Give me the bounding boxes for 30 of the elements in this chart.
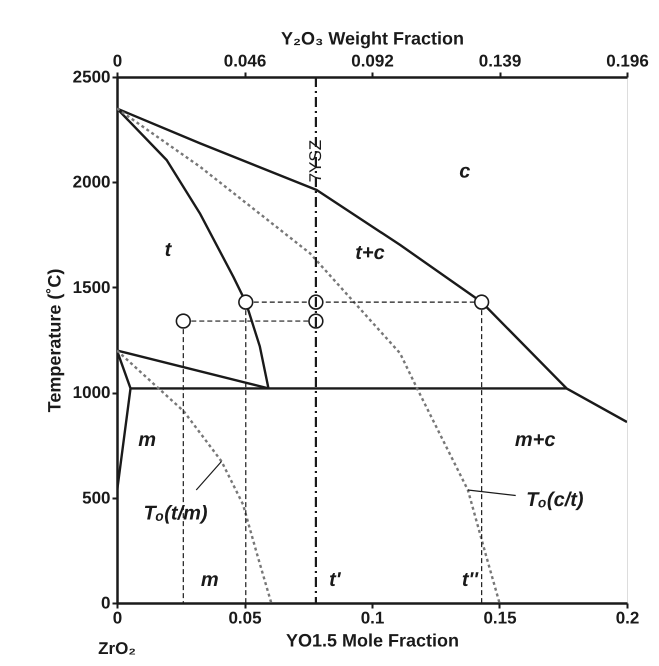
annotation: c — [459, 160, 470, 183]
x-tick-label: 0 — [112, 608, 122, 628]
annotation: t — [164, 239, 173, 262]
x-tick-label: 0.1 — [360, 608, 384, 628]
x2-tick-label: 0.046 — [224, 52, 266, 70]
y-tick-label: 2500 — [72, 68, 110, 86]
annotation: t+c — [355, 242, 385, 264]
x2-axis-title: Y₂O₃ Weight Fraction — [281, 28, 464, 48]
annotation: m+c — [514, 428, 556, 451]
x2-tick-label: 0.196 — [606, 52, 649, 70]
y-tick-label: 1000 — [72, 383, 110, 402]
annotation: Tₒ(c/t) — [526, 489, 584, 512]
y-tick-label: 0 — [101, 594, 110, 612]
y-tick-label: 1500 — [72, 278, 110, 297]
x-tick-label: 0.05 — [228, 608, 262, 628]
y-tick-label: 500 — [82, 488, 110, 508]
y-axis-title: Temperature (˚C) — [44, 268, 65, 412]
annotation: m — [138, 428, 156, 451]
annotation: t' — [329, 568, 342, 591]
text: ZrO₂ — [98, 639, 136, 658]
x2-tick-label: 0 — [112, 52, 122, 70]
x2-tick-label: 0.092 — [351, 52, 394, 70]
y-tick-label: 2000 — [72, 172, 110, 192]
x-tick-label: 0.2 — [616, 608, 640, 628]
x2-tick-label: 0.139 — [478, 52, 522, 70]
x-axis-title: YO1.5 Mole Fraction — [286, 630, 460, 650]
annotation: t'' — [462, 568, 480, 591]
x-tick-label: 0.15 — [483, 608, 517, 628]
annotation: Tₒ(t/m) — [144, 502, 208, 524]
annotation: m — [200, 568, 219, 591]
